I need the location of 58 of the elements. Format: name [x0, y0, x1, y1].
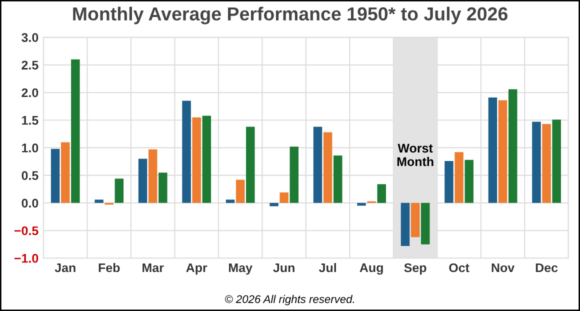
x-tick-label: Oct [449, 263, 470, 272]
bar [420, 202, 430, 244]
bar [444, 160, 454, 203]
bar [290, 146, 299, 203]
bar [532, 122, 541, 203]
x-tick-label: Sep [404, 263, 426, 275]
bar [50, 148, 60, 203]
bar [323, 132, 332, 203]
x-tick-label: May [229, 263, 252, 275]
bar [94, 200, 104, 203]
bar [114, 178, 124, 203]
bar [148, 149, 158, 203]
bar [542, 124, 551, 203]
bar [498, 100, 508, 203]
y-tick-label: 3.0 [22, 33, 38, 42]
bar [552, 120, 561, 203]
y-tick-label: −0.5 [14, 226, 38, 236]
bar [182, 100, 191, 203]
bar [454, 152, 464, 203]
bar [280, 192, 288, 203]
bar [226, 200, 235, 203]
bar [158, 172, 168, 203]
bar [377, 184, 386, 203]
x-tick-label: Dec [536, 263, 558, 272]
x-tick-label: Nov [492, 263, 515, 272]
bar [138, 158, 148, 203]
x-tick-label: Mar [142, 263, 164, 272]
bar [464, 160, 474, 203]
bar [71, 59, 80, 203]
bar [192, 117, 201, 203]
bar [400, 202, 410, 246]
y-tick-label: 1.5 [22, 116, 38, 125]
bar [60, 142, 70, 203]
x-tick-label: Jul [318, 262, 336, 272]
bar [488, 97, 498, 203]
chart-title: Monthly Average Performance 1950* to July 2026 [73, 6, 508, 24]
band-label: Worst Month [397, 144, 434, 166]
bar [270, 202, 278, 206]
bar [313, 126, 322, 203]
bar [334, 155, 342, 203]
x-tick-label: Aug [360, 263, 383, 275]
bar [246, 126, 255, 203]
bar [508, 89, 518, 203]
y-tick-label: 2.5 [22, 60, 38, 70]
x-tick-label: Apr [186, 263, 208, 275]
bar [357, 202, 366, 206]
x-tick-label: Jun [273, 263, 294, 272]
bar [410, 202, 420, 238]
bar [236, 180, 245, 203]
y-tick-label: 2.0 [22, 88, 38, 98]
x-tick-label: Feb [98, 262, 120, 272]
y-tick-label: 0.0 [22, 198, 38, 208]
y-tick-label: −1.0 [14, 254, 38, 263]
bar [202, 116, 212, 203]
x-tick-label: Jan [54, 263, 76, 272]
text: © 2026 All rights reserved. [225, 294, 354, 306]
y-tick-label: 0.5 [22, 171, 38, 180]
y-tick-label: 1.0 [22, 144, 38, 152]
